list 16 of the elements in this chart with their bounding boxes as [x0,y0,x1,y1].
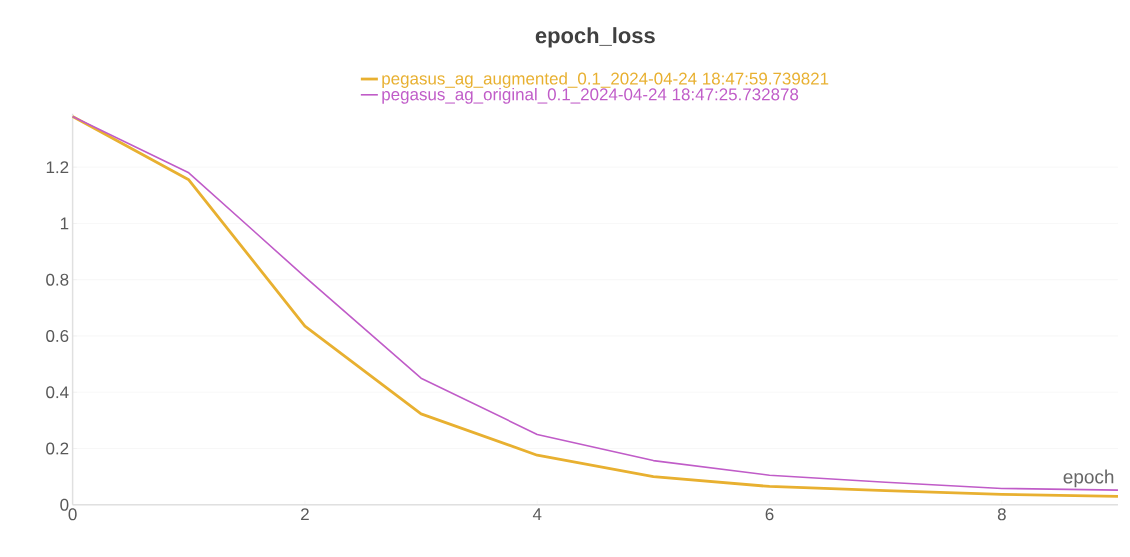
y-tick-label: 0.8 [46,273,69,286]
y-tick-label: 0.2 [46,442,69,455]
y-tick-label: 1.2 [46,161,69,174]
x-tick-label: 6 [765,508,774,521]
chart-title: epoch_loss [535,27,655,48]
y-tick-label: 0 [60,498,69,511]
x-tick-label: 2 [301,508,309,521]
x-axis-title: epoch [1063,469,1114,488]
x-tick-label: 0 [68,508,77,521]
legend-label: pegasus_ag_original_0.1_2024-04-24 18:47:25.732878 [382,88,799,104]
legend-label: pegasus_ag_augmented_0.1_2024-04-24 18:47:59.739821 [382,72,829,89]
y-tick-label: 0.4 [46,386,69,399]
x-tick-label: 4 [532,508,542,521]
x-tick-label: 8 [997,508,1006,521]
y-tick-label: 0.6 [46,330,69,343]
y-tick-label: 1 [60,217,69,230]
